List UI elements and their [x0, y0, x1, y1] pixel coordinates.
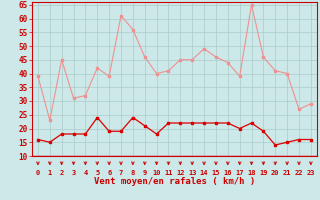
X-axis label: Vent moyen/en rafales ( km/h ): Vent moyen/en rafales ( km/h ) — [94, 177, 255, 186]
